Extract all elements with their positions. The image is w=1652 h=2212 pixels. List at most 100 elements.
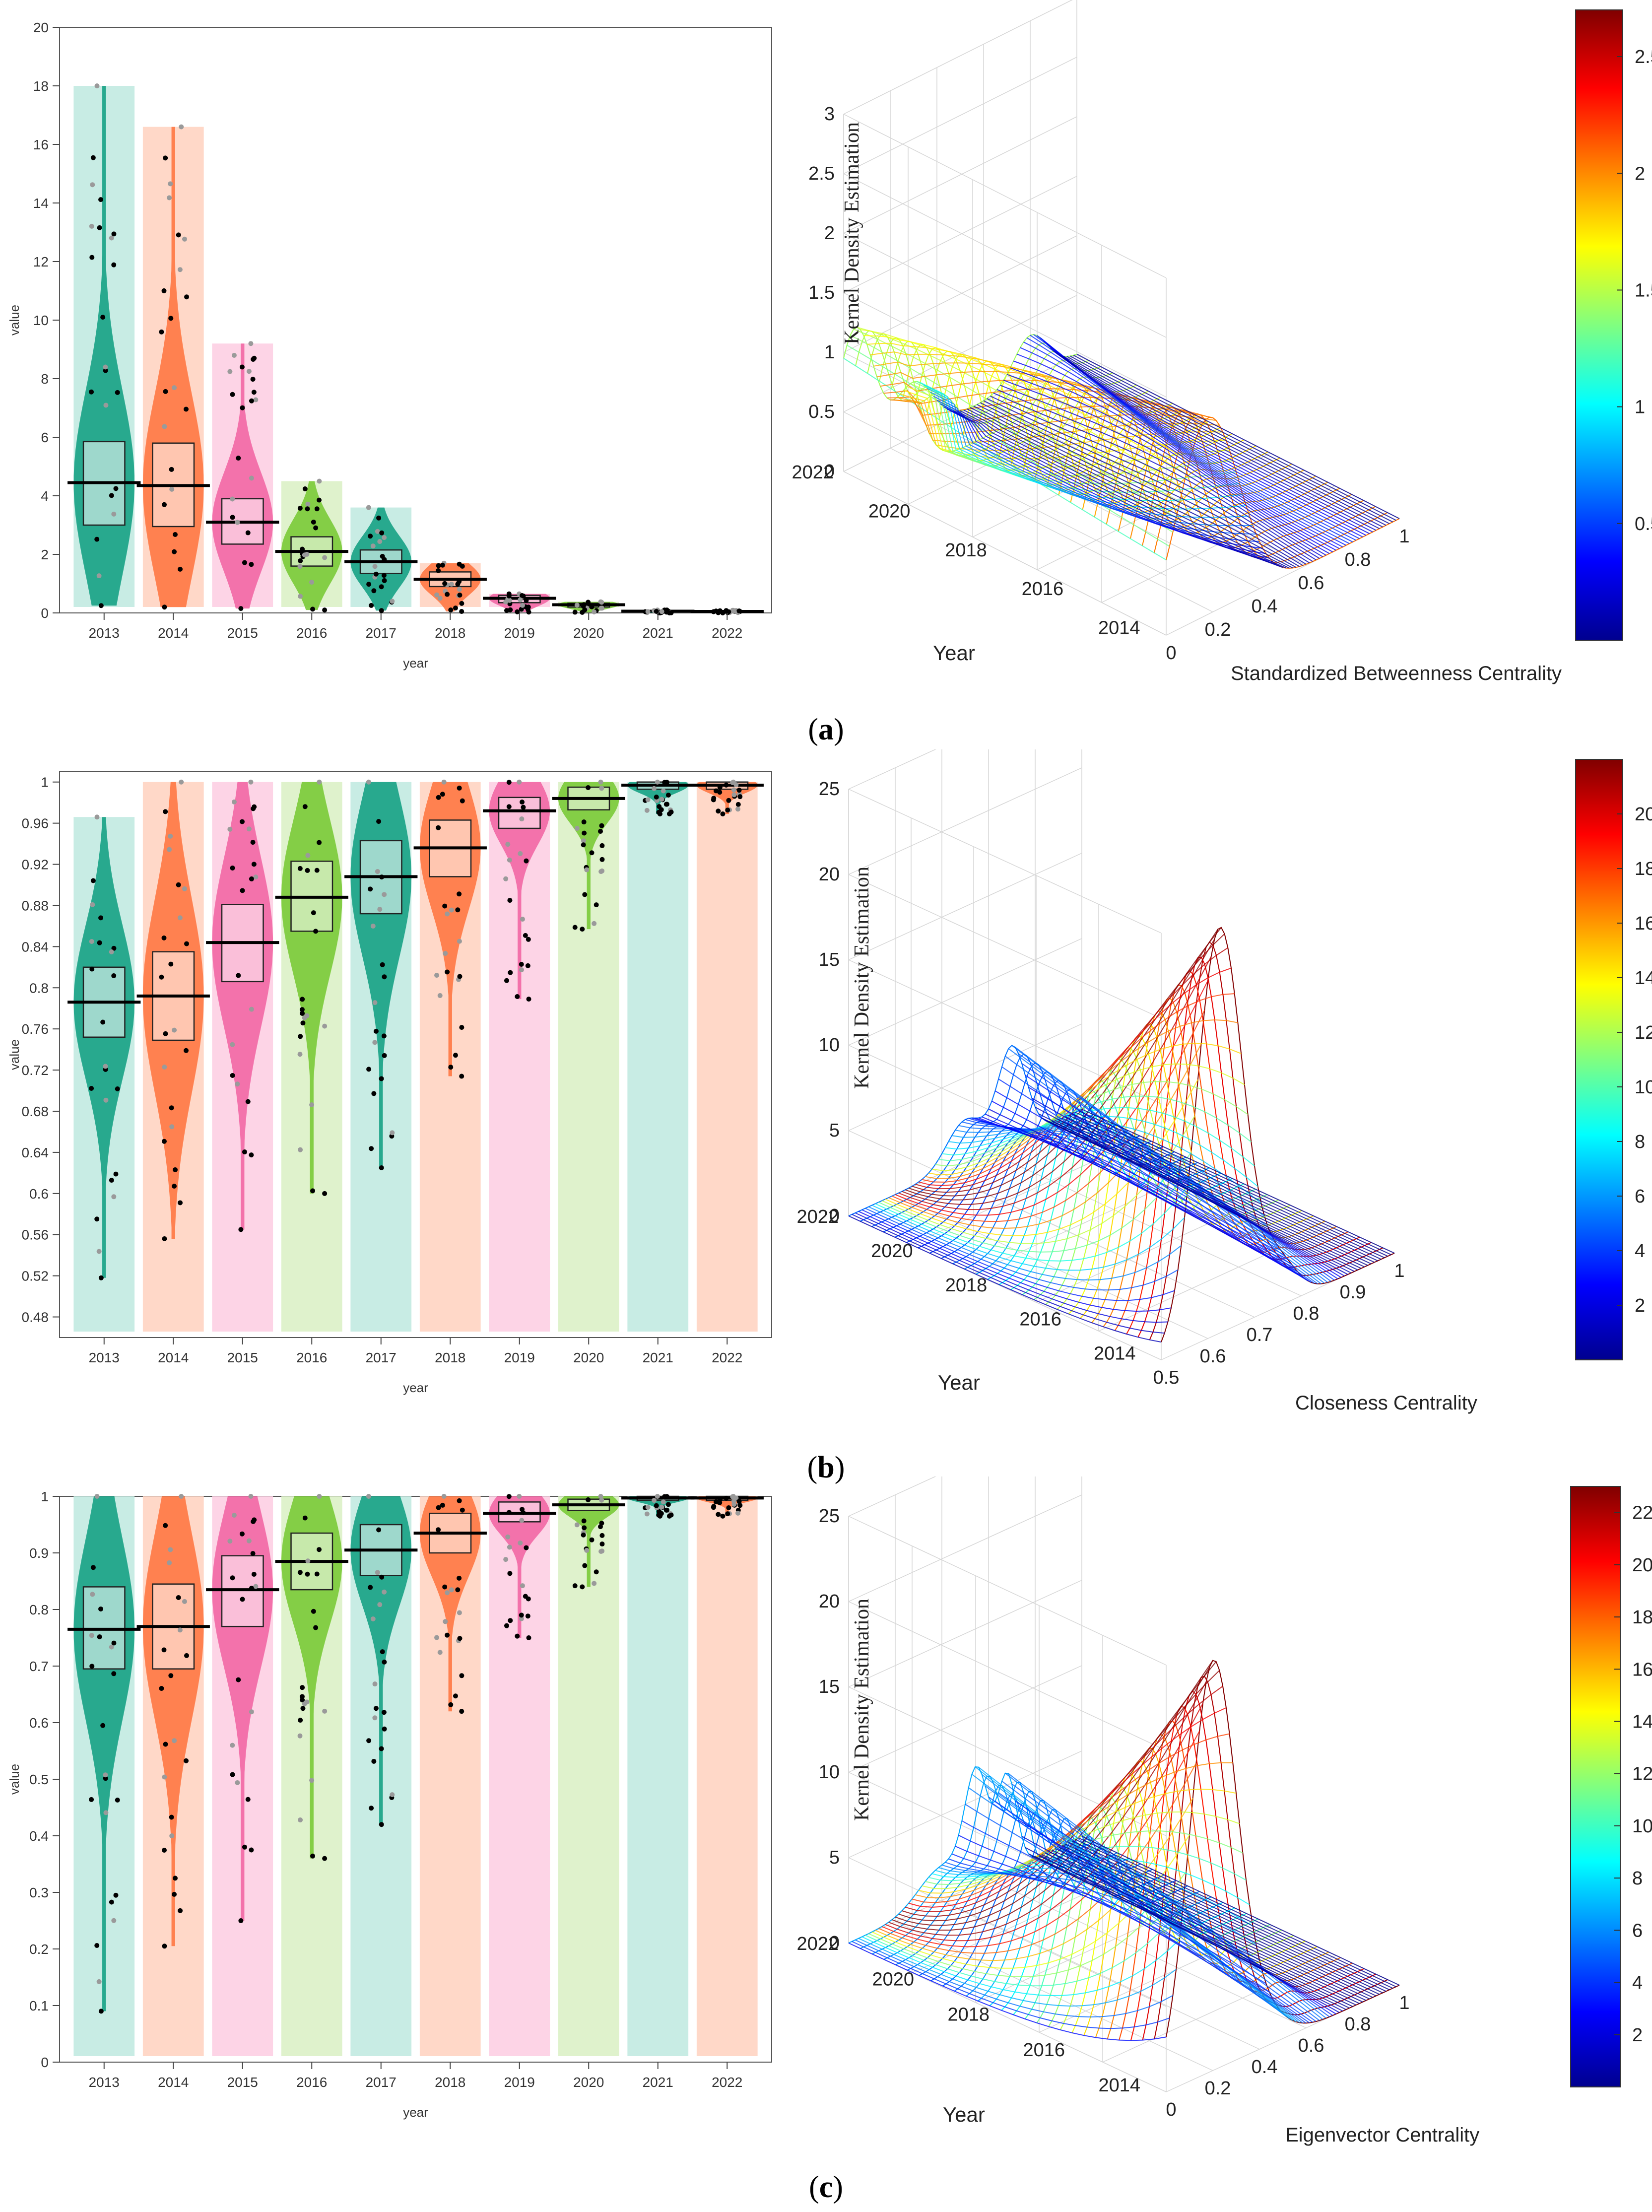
- data-point: [589, 1537, 595, 1542]
- data-point: [460, 798, 465, 804]
- data-point: [440, 792, 445, 797]
- grid-line: [843, 352, 1167, 517]
- data-point: [434, 1635, 440, 1640]
- year-axis-label: Year: [933, 641, 975, 665]
- data-point: [517, 779, 522, 785]
- data-point: [90, 1565, 96, 1570]
- data-point: [436, 825, 441, 830]
- data-point: [436, 1527, 441, 1533]
- data-point: [309, 1778, 315, 1783]
- data-point: [518, 597, 523, 603]
- colorbar-tick-label: 18: [1632, 1607, 1652, 1628]
- data-point: [177, 267, 183, 272]
- data-point: [457, 891, 462, 897]
- data-point: [305, 501, 311, 507]
- data-point: [249, 1709, 254, 1715]
- data-point: [580, 927, 585, 932]
- year-tick-label: 2014: [1098, 2075, 1140, 2096]
- data-point: [457, 938, 462, 944]
- surface-line: [987, 398, 1310, 563]
- x-tick-label: 2017: [366, 1350, 396, 1365]
- data-point: [322, 1856, 328, 1861]
- surface-line: [973, 405, 1297, 568]
- data-point: [437, 1650, 443, 1655]
- x-tick-label: 0.2: [1205, 619, 1231, 640]
- x-tick-label: 2020: [573, 2075, 604, 2090]
- data-point: [572, 1583, 578, 1589]
- data-point: [724, 782, 729, 788]
- data-point: [505, 842, 511, 847]
- colorbar-tick-label: 18: [1635, 859, 1652, 879]
- panel-label-a: (a): [808, 713, 844, 746]
- data-point: [504, 978, 509, 983]
- data-point: [598, 1494, 603, 1499]
- data-point: [725, 807, 730, 813]
- surface-line: [1075, 1112, 1388, 1257]
- data-point: [382, 1726, 387, 1732]
- year-tick-label: 2016: [1019, 1309, 1061, 1330]
- data-point: [249, 562, 254, 567]
- data-point: [89, 1086, 94, 1091]
- data-point: [665, 793, 671, 798]
- data-point: [459, 1709, 464, 1714]
- data-point: [90, 902, 95, 907]
- surface-line: [895, 980, 1208, 1216]
- data-point: [162, 1774, 167, 1780]
- data-point: [305, 1571, 310, 1577]
- data-point: [503, 876, 509, 881]
- x-tick-label: 2016: [296, 2075, 327, 2090]
- data-point: [98, 197, 104, 202]
- surface-line: [1071, 1113, 1385, 1259]
- data-point: [373, 1706, 379, 1711]
- surface-line: [1055, 1120, 1368, 1266]
- colorbar-tick-label: 14: [1632, 1711, 1652, 1732]
- data-point: [300, 997, 305, 1002]
- data-point: [242, 1844, 247, 1850]
- data-point: [366, 779, 371, 785]
- data-point: [322, 555, 328, 560]
- data-point: [506, 1494, 512, 1499]
- surface-line: [977, 404, 1300, 567]
- data-point: [305, 506, 310, 512]
- z-tick-label: 5: [829, 1847, 840, 1868]
- data-point: [182, 1599, 187, 1604]
- data-point: [230, 865, 235, 871]
- data-point: [459, 1073, 464, 1079]
- data-point: [445, 911, 450, 917]
- data-point: [380, 1649, 385, 1655]
- data-point: [239, 364, 245, 370]
- data-point: [524, 598, 529, 603]
- data-point: [731, 787, 736, 793]
- colorbar-tick-label: 8: [1632, 1868, 1643, 1889]
- x-tick-label: 2021: [643, 2075, 673, 2090]
- data-point: [663, 802, 669, 807]
- data-point: [169, 1105, 174, 1111]
- data-point: [574, 826, 580, 831]
- data-point: [238, 606, 244, 611]
- surface-line: [1003, 380, 1326, 556]
- data-point: [109, 949, 114, 954]
- data-point: [311, 519, 316, 525]
- data-point: [581, 819, 587, 825]
- data-point: [377, 539, 383, 544]
- surface-line: [1050, 347, 1373, 533]
- data-point: [249, 876, 254, 881]
- grid-line: [848, 1580, 1082, 1687]
- data-point: [313, 525, 319, 531]
- surface-line: [863, 335, 1187, 475]
- surface-line: [868, 1871, 1187, 1978]
- data-point: [163, 155, 168, 161]
- data-point: [599, 857, 605, 862]
- data-point: [445, 1632, 450, 1638]
- data-point: [731, 792, 737, 798]
- panel-label-b: (b): [807, 1451, 845, 1484]
- data-point: [299, 1007, 305, 1012]
- data-point: [236, 973, 241, 978]
- data-point: [317, 1547, 322, 1552]
- grid-line: [848, 749, 936, 790]
- data-point: [109, 493, 114, 498]
- data-point: [310, 1188, 316, 1194]
- data-point: [448, 1065, 454, 1070]
- year-tick-label: 2020: [872, 1969, 914, 1990]
- data-point: [251, 390, 257, 395]
